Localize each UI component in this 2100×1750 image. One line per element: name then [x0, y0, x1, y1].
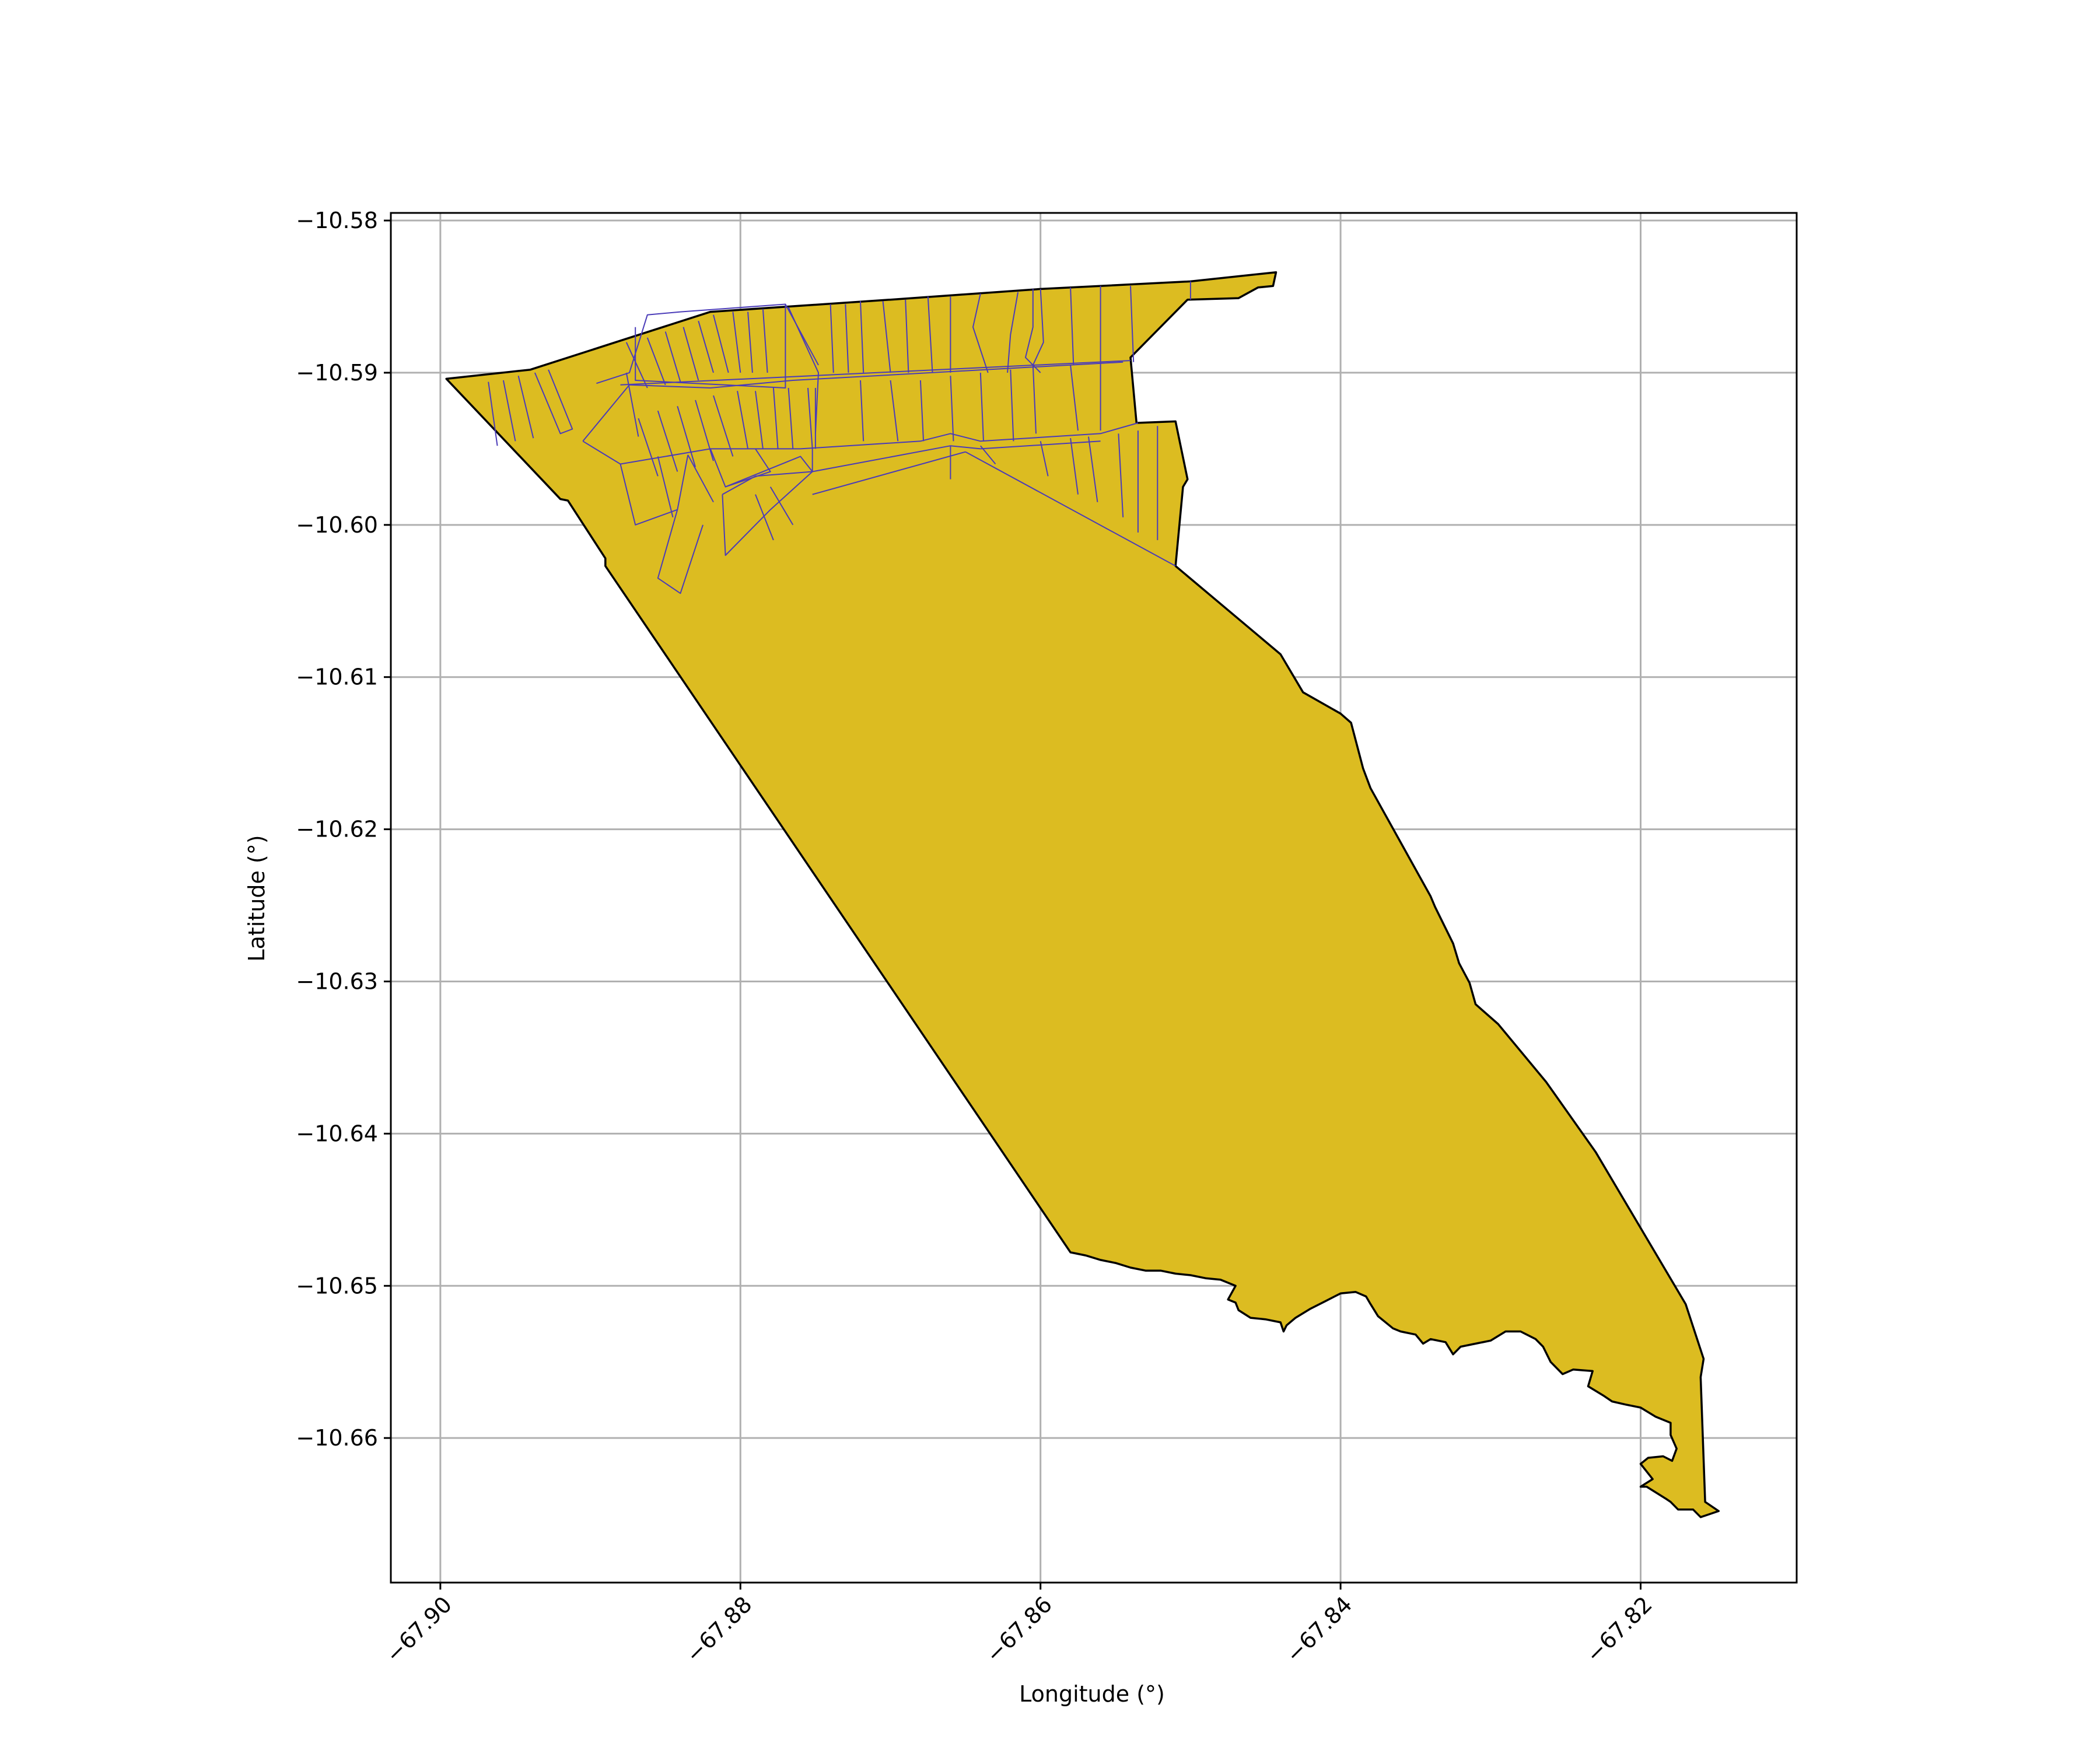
parcel-line-29	[1130, 286, 1135, 362]
parcel-line-47	[919, 380, 925, 442]
parcel-line-50	[1010, 369, 1014, 442]
parcel-line-10	[713, 314, 729, 373]
parcel-line-11	[732, 312, 741, 373]
parcel-line-43	[807, 387, 813, 449]
parcel-line-4	[596, 303, 786, 388]
parcel-line-72	[1118, 433, 1124, 517]
parcel-line-41	[772, 387, 779, 449]
parcel-line-58	[709, 448, 771, 488]
parcel-line-38	[713, 395, 734, 457]
parcel-line-5	[625, 342, 648, 388]
y-tick-label-4: −10.62	[296, 817, 378, 842]
parcel-line-34	[638, 418, 659, 477]
y-axis-label: Latitude (°)	[244, 835, 270, 961]
y-tick-label-6: −10.64	[296, 1121, 378, 1146]
plot-frame	[390, 212, 1798, 1584]
parcel-line-23	[972, 293, 989, 373]
parcel-boundaries	[488, 281, 1191, 594]
region-outline	[445, 271, 1720, 1518]
parcel-line-69	[1040, 441, 1049, 477]
parcel-line-49	[979, 372, 984, 442]
y-tick-label-8: −10.66	[296, 1425, 378, 1451]
parcel-line-32	[625, 372, 639, 437]
parcel-line-9	[698, 320, 714, 373]
parcel-line-71	[1088, 436, 1098, 502]
parcel-line-61	[722, 471, 813, 556]
map-region	[445, 271, 1720, 1518]
parcel-line-54	[582, 422, 1139, 465]
parcel-line-51	[1032, 365, 1037, 434]
y-tick-label-3: −10.61	[296, 664, 378, 690]
y-tick-label-1: −10.59	[296, 360, 378, 386]
y-tick-label-7: −10.65	[296, 1273, 378, 1298]
parcel-line-17	[845, 304, 849, 373]
parcel-line-27	[1070, 287, 1074, 365]
y-tick-label-0: −10.58	[296, 208, 378, 233]
parcel-line-56	[657, 456, 674, 518]
parcel-line-13	[762, 309, 768, 373]
parcel-line-67	[812, 451, 966, 495]
parcel-line-63	[769, 487, 794, 526]
parcel-line-55	[620, 454, 689, 526]
parcel-line-7	[664, 331, 681, 382]
parcel-line-0	[534, 369, 573, 435]
parcel-line-2	[502, 380, 516, 442]
parcel-line-40	[755, 391, 764, 449]
parcel-line-24	[1007, 292, 1019, 373]
parcel-line-52	[1070, 365, 1079, 431]
parcel-line-31	[620, 360, 1131, 386]
parcel-line-8	[682, 327, 699, 381]
parcel-line-35	[657, 410, 678, 472]
parcel-line-46	[890, 380, 899, 442]
parcel-line-16	[830, 304, 834, 373]
parcel-line-18	[860, 301, 864, 373]
parcel-line-19	[882, 301, 891, 373]
parcel-line-36	[677, 406, 696, 467]
parcel-line-62	[755, 494, 774, 541]
parcel-line-57	[687, 454, 714, 503]
parcel-line-26	[1032, 289, 1044, 366]
parcel-line-48	[950, 376, 954, 442]
parcel-line-12	[747, 312, 753, 373]
parcel-line-20	[905, 299, 909, 373]
parcel-line-33	[582, 361, 1124, 442]
parcel-line-45	[860, 380, 864, 442]
parcel-line-21	[927, 296, 933, 373]
parcel-line-6	[646, 337, 666, 386]
parcel-line-66	[965, 451, 1176, 567]
parcel-line-68	[980, 445, 996, 465]
parcel-line-37	[695, 400, 714, 461]
parcel-line-3	[488, 382, 498, 446]
parcel-line-15	[785, 304, 819, 366]
parcel-line-70	[1070, 438, 1079, 495]
parcel-line-59	[725, 449, 813, 488]
parcel-line-1	[517, 375, 534, 439]
y-tick-label-2: −10.60	[296, 512, 378, 538]
parcel-line-60	[657, 509, 704, 594]
parcel-line-42	[788, 387, 794, 449]
parcel-line-39	[737, 391, 749, 449]
y-tick-label-5: −10.63	[296, 968, 378, 994]
x-axis-label: Longitude (°)	[1019, 1681, 1165, 1707]
parcel-line-64	[812, 440, 1101, 473]
